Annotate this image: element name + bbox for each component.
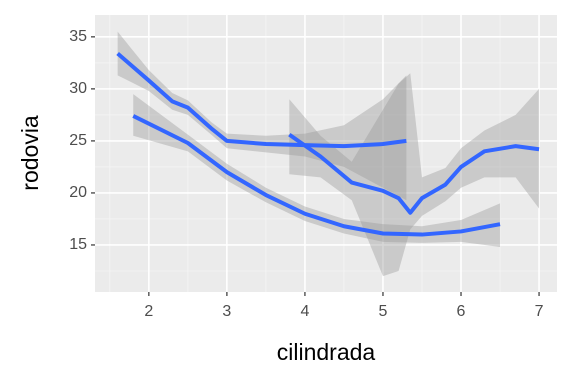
y-tick-label: 35	[69, 28, 87, 45]
y-tick-label: 30	[69, 80, 87, 97]
confidence-band	[289, 73, 540, 277]
x-tick-label: 7	[535, 303, 544, 320]
smooth-line	[132, 114, 501, 237]
y-axis-title: rodovia	[17, 115, 43, 191]
y-tick-label: 20	[69, 184, 87, 201]
confidence-band	[117, 31, 407, 201]
x-tick-label: 3	[222, 303, 231, 320]
x-axis-title: cilindrada	[277, 339, 376, 365]
x-tick-label: 6	[457, 303, 466, 320]
smooth-line	[116, 51, 407, 149]
x-tick-label: 5	[379, 303, 388, 320]
x-tick-label: 4	[300, 303, 309, 320]
smooth-line	[288, 133, 540, 215]
x-tick-label: 2	[144, 303, 153, 320]
y-tick-label: 15	[69, 236, 87, 253]
y-tick-label: 25	[69, 132, 87, 149]
